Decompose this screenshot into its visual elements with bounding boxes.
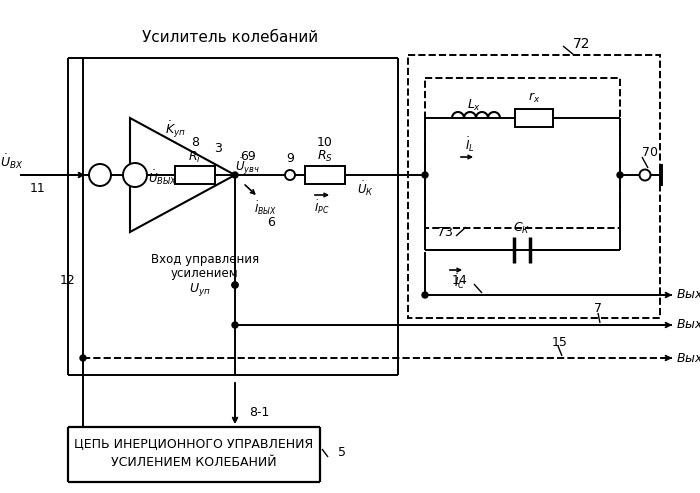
Circle shape: [89, 164, 111, 186]
Text: $L_x$: $L_x$: [467, 98, 481, 112]
Text: $\dot{I}_{L}$: $\dot{I}_{L}$: [466, 136, 475, 154]
Text: 72: 72: [573, 37, 591, 51]
Circle shape: [422, 292, 428, 298]
Text: $\dot{I}_{РС}$: $\dot{I}_{РС}$: [314, 199, 330, 215]
Text: 11: 11: [30, 181, 46, 195]
Circle shape: [232, 282, 238, 288]
Text: Усилитель колебаний: Усилитель колебаний: [142, 31, 318, 45]
Text: $\dot{K}_{уп}$: $\dot{K}_{уп}$: [164, 120, 186, 141]
Text: $r_x$: $r_x$: [528, 91, 540, 105]
Text: 12: 12: [60, 274, 76, 286]
Text: $R_i$: $R_i$: [188, 149, 202, 165]
Text: 5: 5: [338, 446, 346, 458]
Text: $Вых.2$: $Вых.2$: [676, 288, 700, 302]
Circle shape: [232, 322, 238, 328]
Text: 6: 6: [267, 216, 275, 230]
Circle shape: [285, 170, 295, 180]
Circle shape: [232, 282, 238, 288]
Text: 70: 70: [642, 146, 658, 160]
Text: $Вых.2^{|}$: $Вых.2^{|}$: [676, 350, 700, 366]
Circle shape: [422, 172, 428, 178]
Text: 73: 73: [437, 226, 453, 240]
Text: $\dot{U}_{К}$: $\dot{U}_{К}$: [356, 180, 373, 198]
Text: 15: 15: [552, 336, 568, 349]
Circle shape: [232, 172, 238, 178]
Text: 7: 7: [594, 303, 602, 316]
Bar: [515, 109, 553, 127]
Text: УСИЛЕНИЕМ КОЛЕБАНИЙ: УСИЛЕНИЕМ КОЛЕБАНИЙ: [111, 456, 276, 468]
Text: 14: 14: [452, 274, 468, 286]
Bar: [305, 166, 345, 184]
Text: $\dot{U}_{ВЫХ}$: $\dot{U}_{ВЫХ}$: [148, 169, 176, 187]
Text: Вход управления: Вход управления: [151, 253, 259, 267]
Text: $R_S$: $R_S$: [317, 148, 333, 164]
Text: 8-1: 8-1: [249, 407, 270, 420]
Text: $\dot{U}_{увч}$: $\dot{U}_{увч}$: [235, 157, 260, 177]
Circle shape: [640, 170, 650, 180]
Text: $\dot{I}_{C}$: $\dot{I}_{C}$: [454, 273, 466, 291]
Text: $\dot{U}_{BX}$: $\dot{U}_{BX}$: [0, 153, 24, 172]
Circle shape: [80, 355, 86, 361]
Text: $U_{уп}$: $U_{уп}$: [189, 282, 211, 298]
Text: 10: 10: [317, 137, 333, 149]
Text: $C_К$: $C_К$: [513, 220, 531, 236]
Text: 3: 3: [214, 142, 222, 155]
Bar: [175, 166, 215, 184]
Text: +: +: [93, 166, 107, 184]
Text: 9: 9: [286, 152, 294, 166]
Circle shape: [123, 163, 147, 187]
Text: 8: 8: [191, 137, 199, 149]
Text: ЦЕПЬ ИНЕРЦИОННОГО УПРАВЛЕНИЯ: ЦЕПЬ ИНЕРЦИОННОГО УПРАВЛЕНИЯ: [74, 437, 314, 451]
Text: 69: 69: [240, 150, 256, 164]
Text: усилением: усилением: [171, 268, 239, 281]
Text: $Вых.1$: $Вых.1$: [676, 318, 700, 331]
Circle shape: [617, 172, 623, 178]
Text: $\dot{I}_{ВЫХ}$: $\dot{I}_{ВЫХ}$: [253, 200, 276, 216]
